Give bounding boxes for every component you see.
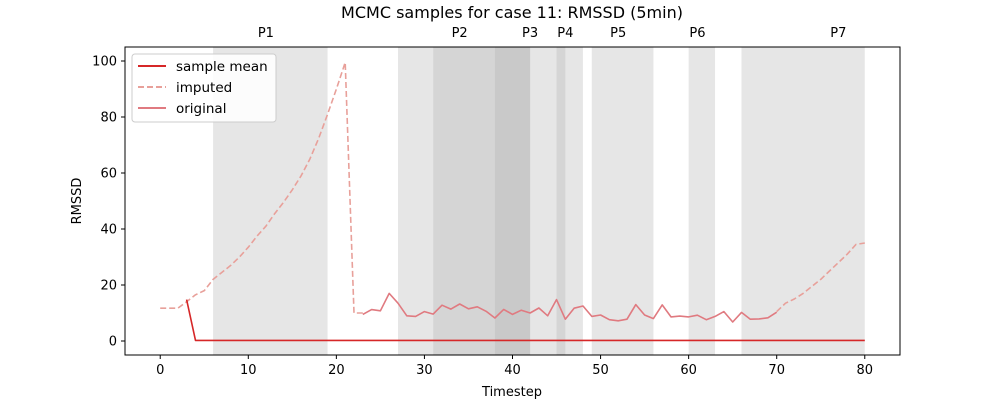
top-label-p4: P4 bbox=[557, 26, 573, 41]
band-7 bbox=[591, 47, 654, 355]
top-label-p1: P1 bbox=[258, 26, 274, 41]
x-tick-label: 60 bbox=[680, 363, 697, 378]
y-tick-label: 100 bbox=[92, 55, 117, 70]
x-tick-label: 10 bbox=[240, 363, 257, 378]
y-tick-label: 20 bbox=[100, 279, 117, 294]
y-tick-label: 80 bbox=[100, 111, 117, 126]
y-axis: 0 20 40 60 80 100 bbox=[92, 55, 125, 350]
top-label-p5: P5 bbox=[610, 26, 626, 41]
x-tick-label: 0 bbox=[156, 363, 164, 378]
series-layer bbox=[160, 61, 865, 342]
legend-box bbox=[131, 53, 277, 123]
legend-label-original: original bbox=[176, 101, 226, 117]
band-8 bbox=[688, 47, 716, 355]
x-tick-label: 70 bbox=[768, 363, 785, 378]
band-4 bbox=[433, 47, 557, 355]
top-label-layer: P1 P2 P3 P4 P5 P6 P7 bbox=[258, 26, 847, 41]
legend: sample mean imputed original bbox=[131, 53, 277, 123]
x-tick-label: 30 bbox=[416, 363, 433, 378]
band-2 bbox=[398, 47, 531, 355]
series-sample-mean bbox=[185, 299, 865, 342]
legend-label-sample-mean: sample mean bbox=[176, 59, 268, 75]
series-imputed bbox=[160, 61, 363, 314]
chart-title: MCMC samples for case 11: RMSSD (5min) bbox=[341, 3, 683, 22]
x-tick-label: 50 bbox=[592, 363, 609, 378]
x-tick-label: 80 bbox=[856, 363, 873, 378]
series-imputed-tail bbox=[776, 242, 865, 313]
x-tick-label: 40 bbox=[504, 363, 521, 378]
top-label-p6: P6 bbox=[689, 26, 705, 41]
x-tick-label: 20 bbox=[328, 363, 345, 378]
top-label-p3: P3 bbox=[522, 26, 538, 41]
x-axis: 0 10 20 30 40 50 60 70 80 bbox=[156, 355, 873, 378]
y-tick-label: 40 bbox=[100, 223, 117, 238]
top-label-p2: P2 bbox=[452, 26, 468, 41]
y-tick-label: 60 bbox=[100, 167, 117, 182]
band-10 bbox=[811, 47, 865, 355]
band-9 bbox=[741, 47, 812, 355]
y-tick-label: 0 bbox=[109, 335, 117, 350]
band-5 bbox=[556, 47, 566, 355]
band-layer bbox=[213, 47, 865, 355]
band-3 bbox=[494, 47, 531, 355]
y-axis-label: RMSSD bbox=[70, 178, 85, 225]
x-axis-label: Timestep bbox=[481, 385, 542, 400]
top-label-p7: P7 bbox=[830, 26, 846, 41]
series-original bbox=[362, 292, 778, 323]
band-6 bbox=[556, 47, 583, 355]
legend-label-imputed: imputed bbox=[176, 80, 232, 96]
